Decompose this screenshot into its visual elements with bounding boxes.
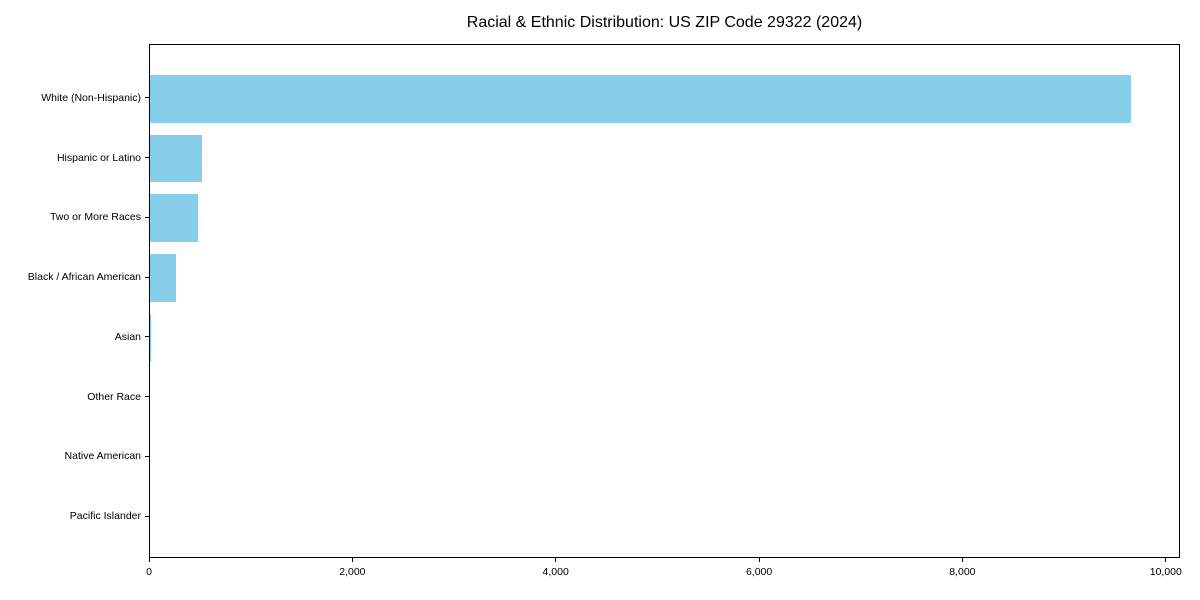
y-tick-mark [145,336,149,338]
x-axis-tick-label: 0 [146,566,152,578]
y-tick-mark [145,515,149,517]
chart-title: Racial & Ethnic Distribution: US ZIP Cod… [466,14,863,31]
y-tick-mark [145,396,149,398]
x-tick-mark [758,558,760,562]
y-axis-label: White (Non-Hispanic) [41,91,141,104]
bar-asian [150,314,151,362]
x-tick-mark [351,558,353,562]
x-axis-tick-label: 6,000 [745,566,773,578]
y-axis-label: Native American [64,450,141,463]
y-axis-label: Hispanic or Latino [56,151,141,164]
plot-area [149,44,1180,558]
x-tick-mark [961,558,963,562]
y-axis-label: Pacific Islander [69,510,141,523]
bar-white-non-hispanic [150,74,1132,123]
x-axis-tick-label: 10,000 [1149,566,1182,578]
x-axis-tick-label: 4,000 [542,566,569,578]
y-tick-mark [145,455,149,457]
bar-two-or-more-races [150,194,198,243]
bar-black-african-american [150,254,177,302]
bar-hispanic-or-latino [150,134,202,183]
x-tick-mark [1165,558,1167,562]
x-axis-tick-label: 2,000 [339,566,366,578]
y-axis-label: Two or More Races [49,211,141,224]
y-axis-label: Black / African American [27,271,141,284]
y-axis-label: Asian [114,330,141,343]
y-tick-mark [145,157,149,159]
y-tick-mark [145,216,149,218]
x-tick-mark [148,558,150,562]
x-tick-mark [555,558,557,562]
x-axis-tick-label: 8,000 [949,566,976,578]
y-tick-mark [145,276,149,278]
y-tick-mark [145,97,149,99]
y-axis-label: Other Race [87,390,141,403]
